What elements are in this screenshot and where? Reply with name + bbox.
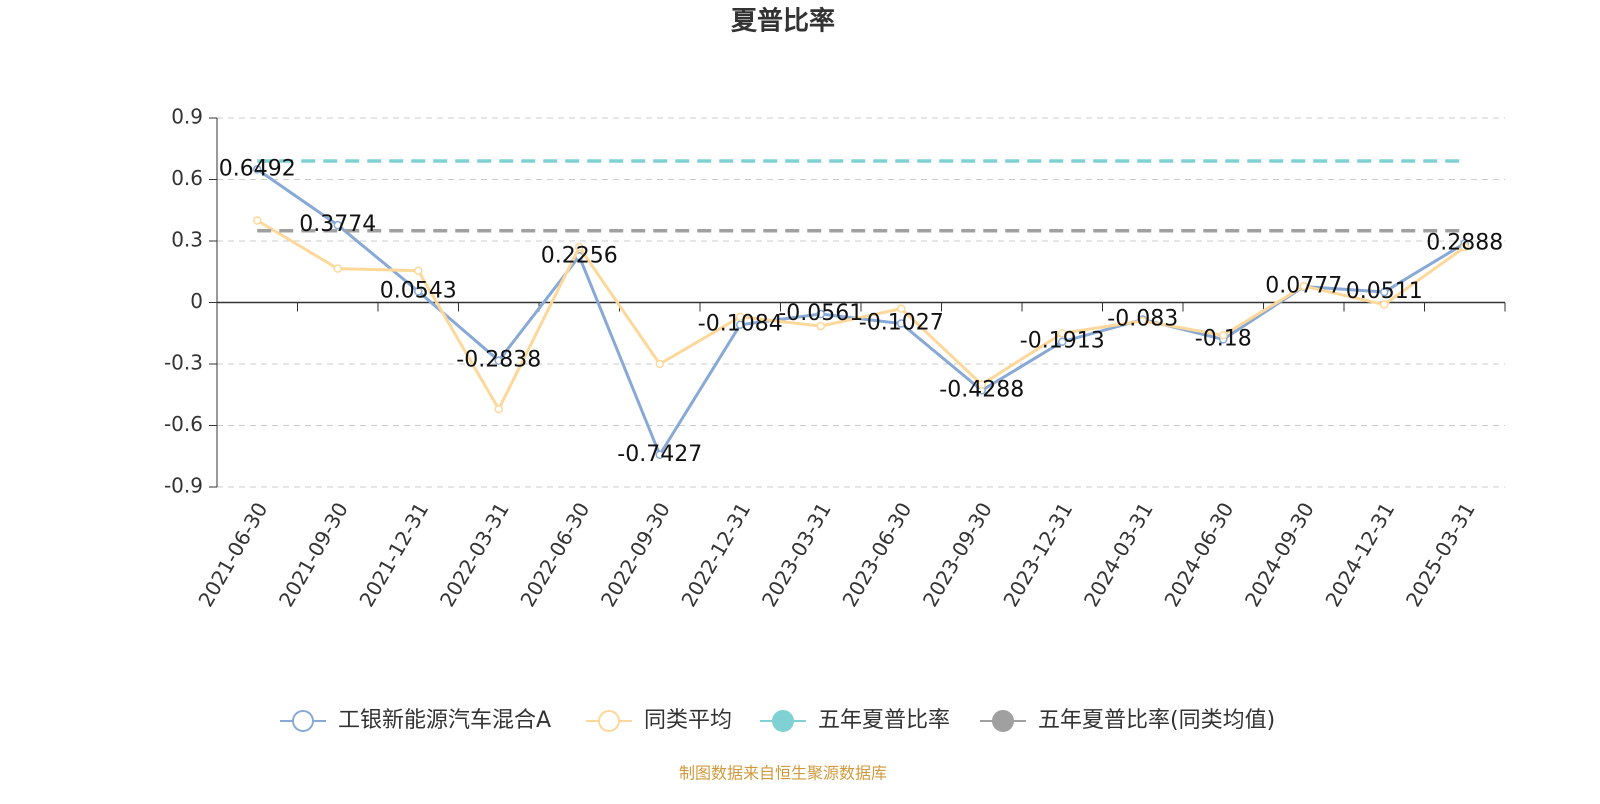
data-point [333, 220, 342, 230]
data-label: 0.2256 [541, 243, 618, 268]
data-label: 0.0543 [380, 278, 457, 303]
data-point [1460, 242, 1469, 252]
data-label: 0.2888 [1426, 230, 1503, 255]
data-point [1058, 337, 1067, 346]
legend-marker [992, 710, 1014, 732]
data-label: -0.083 [1107, 307, 1178, 332]
data-label: -0.1084 [698, 312, 783, 337]
data-label: 0.0511 [1346, 279, 1423, 304]
data-point [897, 319, 906, 328]
data-point [414, 266, 423, 275]
x-tick-label: 2023-12-31 [998, 498, 1077, 611]
data-label: -0.0561 [778, 301, 863, 326]
x-tick-label: 2024-12-31 [1320, 498, 1399, 611]
data-label: 0.3774 [299, 212, 376, 237]
data-point [494, 404, 503, 414]
x-tick-label: 2021-06-30 [193, 498, 272, 611]
y-tick-label: 0.3 [171, 228, 203, 252]
data-point [1058, 329, 1067, 338]
series-line [256, 219, 1466, 413]
data-label: -0.1027 [859, 311, 944, 336]
data-point [977, 380, 986, 389]
data-point [816, 309, 825, 319]
x-tick-label: 2023-09-30 [918, 498, 997, 611]
x-tick-label: 2023-06-30 [837, 498, 916, 611]
x-tick-label: 2023-03-31 [757, 498, 836, 611]
data-point [1380, 300, 1389, 309]
x-tick-label: 2022-12-31 [676, 498, 755, 611]
data-point [1219, 331, 1228, 340]
data-point [736, 312, 745, 322]
x-tick-label: 2021-09-30 [274, 498, 353, 611]
data-label: -0.1913 [1020, 329, 1105, 354]
legend-label: 同类平均 [644, 708, 732, 733]
x-tick-label: 2025-03-31 [1401, 498, 1480, 611]
data-label: -0.4288 [939, 377, 1024, 402]
source-note: 制图数据来自恒生聚源数据库 [679, 764, 887, 783]
data-point [1138, 316, 1147, 326]
data-point [1380, 287, 1389, 297]
x-tick-label: 2024-06-30 [1159, 498, 1238, 611]
data-label: -0.18 [1195, 326, 1252, 351]
legend-marker [772, 710, 794, 732]
data-point [897, 304, 906, 313]
chart-title: 夏普比率 [731, 6, 835, 37]
y-tick-label: 0.6 [171, 166, 203, 190]
data-point [575, 242, 584, 252]
y-tick-label: -0.6 [164, 412, 203, 436]
data-label: 0.0777 [1265, 274, 1342, 299]
data-point [655, 450, 664, 460]
x-tick-label: 2024-03-31 [1079, 498, 1158, 611]
data-point [253, 165, 262, 174]
data-point [494, 356, 503, 365]
data-label: 0.6492 [219, 156, 296, 181]
data-point [655, 359, 664, 369]
y-tick-label: -0.9 [164, 474, 203, 498]
x-tick-label: 2022-06-30 [515, 498, 594, 611]
data-point [253, 216, 262, 225]
x-tick-label: 2022-03-31 [435, 498, 514, 611]
data-label: -0.7427 [617, 442, 702, 467]
legend-label: 五年夏普比率 [818, 708, 950, 733]
legend-marker [598, 710, 620, 732]
legend-marker [292, 710, 314, 732]
legend-label: 工银新能源汽车混合A [338, 708, 551, 733]
data-point [816, 321, 825, 331]
y-tick-label: 0 [190, 289, 203, 313]
x-tick-label: 2022-09-30 [596, 498, 675, 611]
data-point [414, 287, 423, 296]
x-tick-label: 2024-09-30 [1240, 498, 1319, 611]
data-point [1299, 281, 1308, 291]
data-point [333, 264, 342, 273]
y-tick-label: -0.3 [164, 351, 203, 375]
y-tick-label: 0.9 [171, 105, 203, 129]
data-point [736, 320, 745, 329]
legend-label: 五年夏普比率(同类均值) [1038, 708, 1275, 733]
x-tick-label: 2021-12-31 [354, 498, 433, 611]
data-label: -0.2838 [456, 348, 541, 373]
